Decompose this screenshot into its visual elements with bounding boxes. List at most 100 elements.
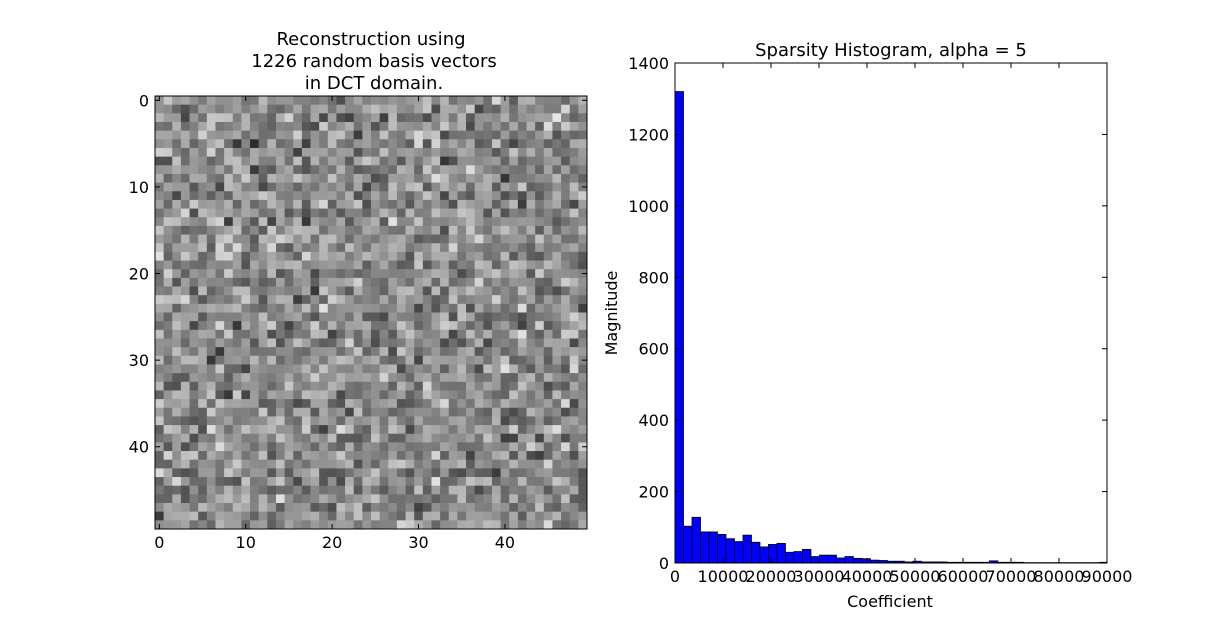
- pixel-cell: [371, 208, 381, 218]
- pixel-cell: [543, 494, 553, 504]
- pixel-cell: [440, 113, 450, 123]
- pixel-cell: [189, 399, 199, 409]
- pixel-cell: [362, 520, 372, 530]
- pixel-cell: [250, 338, 260, 348]
- pixel-cell: [336, 243, 346, 253]
- pixel-cell: [543, 468, 553, 478]
- pixel-cell: [474, 121, 484, 132]
- pixel-cell: [345, 451, 355, 461]
- pixel-cell: [457, 321, 467, 331]
- pixel-cell: [310, 156, 320, 166]
- pixel-cell: [509, 425, 519, 435]
- pixel-cell: [206, 182, 216, 192]
- pixel-cell: [310, 295, 320, 305]
- pixel-cell: [440, 321, 450, 331]
- pixel-cell: [215, 173, 225, 183]
- pixel-cell: [275, 173, 285, 183]
- pixel-cell: [267, 399, 277, 409]
- pixel-cell: [517, 217, 527, 227]
- pixel-cell: [379, 520, 389, 530]
- pixel-cell: [258, 407, 268, 417]
- pixel-cell: [267, 364, 277, 374]
- pixel-cell: [371, 433, 381, 443]
- pixel-cell: [241, 182, 251, 192]
- pixel-cell: [483, 121, 493, 132]
- pixel-cell: [414, 225, 424, 235]
- pixel-cell: [336, 442, 346, 452]
- pixel-cell: [327, 468, 337, 478]
- pixel-cell: [198, 407, 208, 417]
- pixel-cell: [569, 217, 579, 227]
- pixel-cell: [293, 104, 303, 114]
- pixel-cell: [180, 433, 190, 443]
- pixel-cell: [578, 312, 588, 322]
- pixel-cell: [310, 286, 320, 296]
- pixel-cell: [258, 494, 268, 504]
- pixel-cell: [414, 390, 424, 400]
- pixel-cell: [327, 433, 337, 443]
- pixel-cell: [474, 286, 484, 296]
- pixel-cell: [371, 96, 381, 106]
- pixel-cell: [224, 425, 234, 435]
- pixel-cell: [396, 225, 406, 235]
- pixel-cell: [172, 225, 182, 235]
- pixel-cell: [224, 191, 234, 201]
- pixel-cell: [466, 381, 476, 391]
- pixel-cell: [500, 459, 510, 469]
- pixel-cell: [396, 312, 406, 322]
- pixel-cell: [509, 303, 519, 313]
- pixel-cell: [405, 217, 415, 227]
- pixel-cell: [396, 234, 406, 244]
- pixel-cell: [250, 156, 260, 166]
- pixel-cell: [396, 407, 406, 417]
- pixel-cell: [569, 173, 579, 183]
- pixel-cell: [474, 208, 484, 218]
- pixel-cell: [353, 511, 363, 521]
- pixel-cell: [224, 173, 234, 183]
- pixel-cell: [517, 425, 527, 435]
- pixel-cell: [301, 442, 311, 452]
- pixel-cell: [517, 494, 527, 504]
- pixel-cell: [319, 329, 329, 339]
- pixel-cell: [422, 243, 432, 253]
- pixel-cell: [561, 347, 571, 357]
- pixel-cell: [569, 104, 579, 114]
- y-tick-label: 10: [129, 178, 149, 197]
- pixel-cell: [163, 355, 173, 365]
- pixel-cell: [414, 303, 424, 313]
- pixel-cell: [578, 338, 588, 348]
- pixel-cell: [526, 130, 536, 140]
- pixel-cell: [569, 225, 579, 235]
- pixel-cell: [250, 373, 260, 383]
- pixel-cell: [336, 520, 346, 530]
- pixel-cell: [414, 321, 424, 331]
- pixel-cell: [180, 243, 190, 253]
- pixel-cell: [224, 217, 234, 227]
- pixel-cell: [215, 347, 225, 357]
- pixel-cell: [215, 494, 225, 504]
- pixel-cell: [509, 347, 519, 357]
- pixel-cell: [396, 347, 406, 357]
- pixel-cell: [517, 243, 527, 253]
- pixel-cell: [388, 321, 398, 331]
- pixel-cell: [552, 494, 562, 504]
- pixel-cell: [379, 139, 389, 149]
- pixel-cell: [414, 243, 424, 253]
- pixel-cell: [388, 407, 398, 417]
- pixel-cell: [422, 199, 432, 209]
- pixel-cell: [388, 96, 398, 106]
- pixel-cell: [379, 425, 389, 435]
- pixel-cell: [371, 425, 381, 435]
- pixel-cell: [301, 269, 311, 279]
- pixel-cell: [310, 511, 320, 521]
- pixel-cell: [267, 338, 277, 348]
- pixel-cell: [405, 225, 415, 235]
- pixel-cell: [284, 225, 294, 235]
- pixel-cell: [552, 104, 562, 114]
- pixel-cell: [319, 243, 329, 253]
- pixel-cell: [284, 347, 294, 357]
- pixel-cell: [284, 381, 294, 391]
- pixel-cell: [319, 312, 329, 322]
- pixel-cell: [250, 277, 260, 287]
- pixel-cell: [552, 329, 562, 339]
